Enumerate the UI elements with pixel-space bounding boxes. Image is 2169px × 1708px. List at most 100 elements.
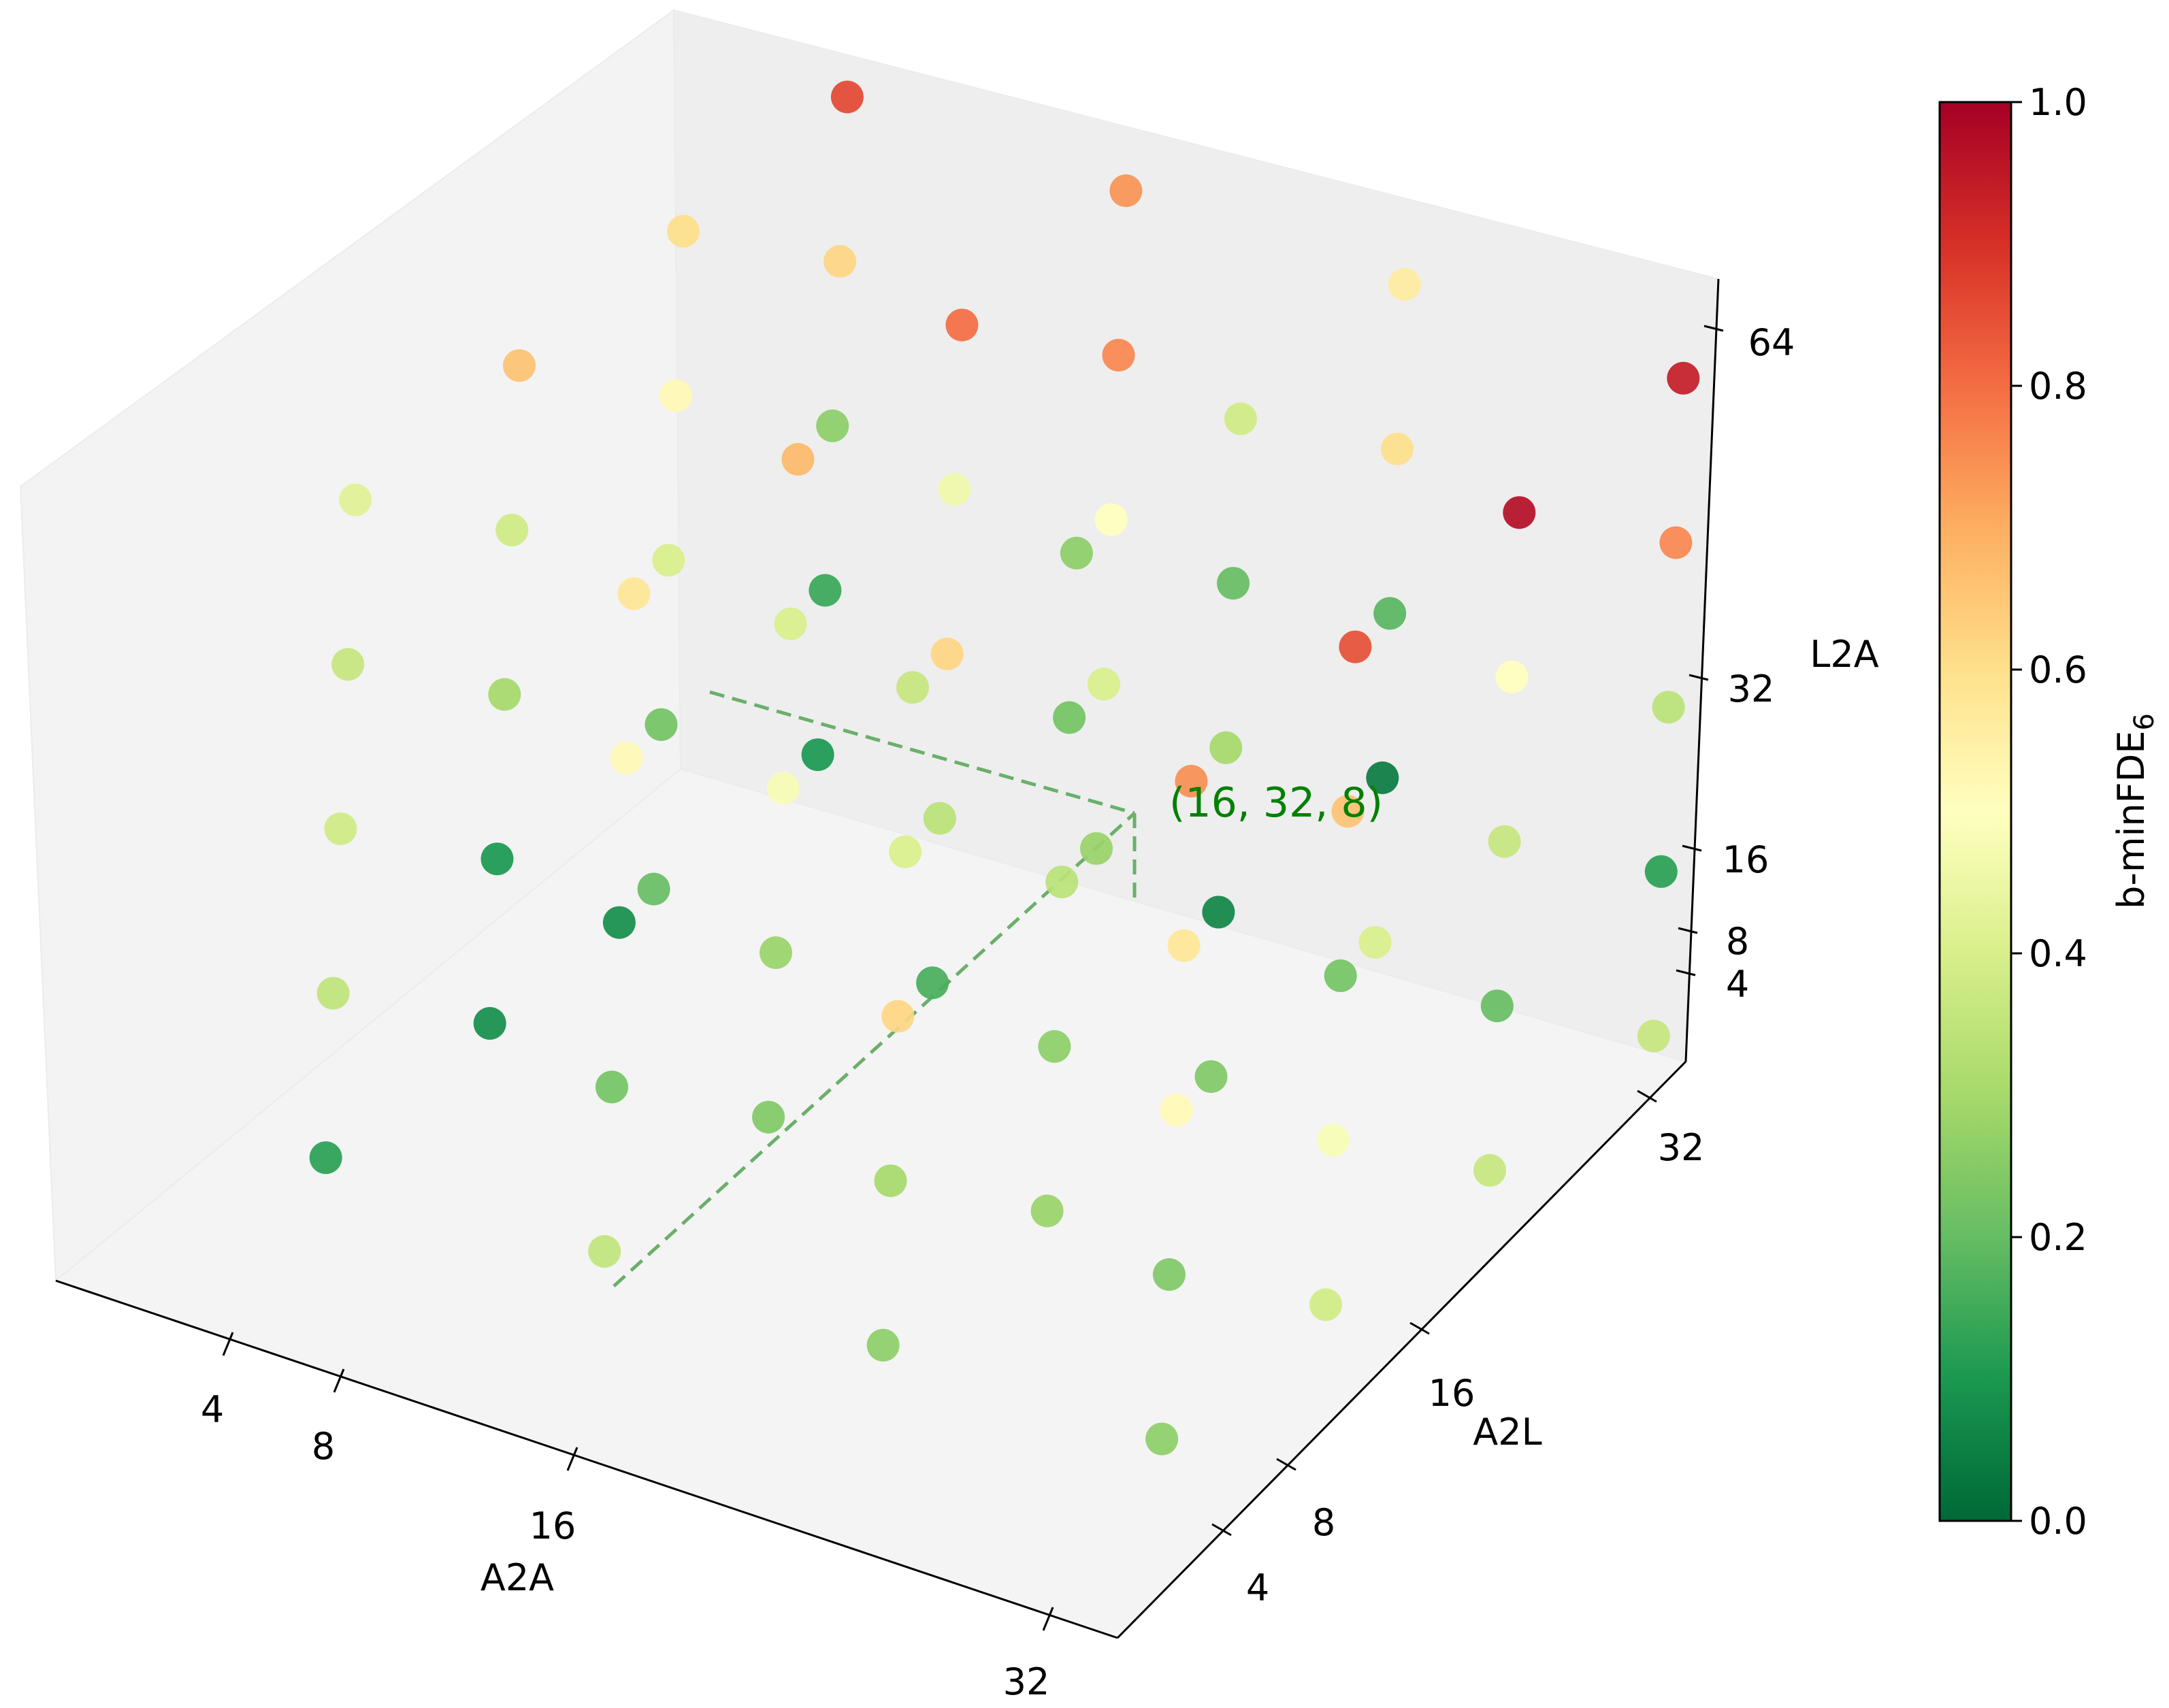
z-tick-32: 32 xyxy=(1689,668,1774,710)
scatter-point xyxy=(945,308,979,342)
z-tick-label: 32 xyxy=(1728,668,1775,710)
scatter-point xyxy=(1175,765,1208,798)
scatter-point xyxy=(637,872,670,906)
scatter-point xyxy=(610,742,643,774)
scatter-point xyxy=(874,1164,907,1198)
z-tick-64: 64 xyxy=(1703,321,1795,364)
scatter-point xyxy=(488,678,521,711)
scatter-point xyxy=(1160,1094,1193,1127)
scatter-point xyxy=(1217,567,1250,600)
colorbar-label-text: b-minFDE xyxy=(2110,731,2153,909)
y-tick-label: 16 xyxy=(1429,1372,1475,1415)
scatter-point xyxy=(1495,660,1529,693)
scatter-point xyxy=(1637,1019,1670,1053)
scatter-point xyxy=(801,738,834,772)
scatter-point xyxy=(866,1328,900,1362)
scatter-point xyxy=(309,1141,342,1175)
scatter-point xyxy=(1652,691,1685,724)
scatter-point xyxy=(930,638,964,670)
scatter-point xyxy=(752,1100,785,1134)
scatter-point xyxy=(1388,268,1421,301)
scatter-point xyxy=(596,1070,628,1104)
colorbar: 0.0 0.2 0.4 0.6 0.8 1.0 b-minFDE6 xyxy=(1938,81,2160,1543)
scatter-point xyxy=(473,1006,506,1040)
z-tick-label: 4 xyxy=(1726,963,1749,1006)
scatter-point xyxy=(938,473,971,506)
y-tick-8: 8 xyxy=(1276,1458,1335,1544)
x-tick-label: 4 xyxy=(201,1388,224,1431)
scatter-point xyxy=(1644,855,1678,888)
scatter-point xyxy=(645,708,678,741)
x-tick-mark xyxy=(1042,1607,1054,1631)
scatter-point xyxy=(1667,361,1700,395)
scatter-point xyxy=(1331,795,1365,828)
guide-line-a2a xyxy=(709,690,1135,815)
scatter-point xyxy=(830,80,864,114)
z-tick-label: 64 xyxy=(1748,321,1795,364)
scatter-point xyxy=(324,812,357,845)
y-axis-line xyxy=(1116,1060,1687,1639)
scatter-point xyxy=(809,574,842,607)
axis-panes xyxy=(19,9,1720,1639)
y-tick-16: 16 xyxy=(1409,1321,1475,1415)
scatter-point xyxy=(1053,701,1086,734)
x-axis-title: A2A xyxy=(480,1556,554,1599)
y-tick-mark xyxy=(1276,1458,1296,1471)
y-tick-label: 4 xyxy=(1246,1566,1269,1609)
z-axis-title: L2A xyxy=(1810,633,1878,676)
y-tick-label: 32 xyxy=(1658,1126,1705,1169)
scatter-point xyxy=(1087,668,1120,701)
scatter-point xyxy=(881,1000,915,1033)
scatter-point xyxy=(495,513,529,546)
z-tick-mark xyxy=(1682,844,1702,852)
axis-ticks: 4 8 16 32 4 8 16 32 xyxy=(201,321,1795,1703)
scatter-point xyxy=(1659,526,1693,559)
scatter-point xyxy=(503,349,536,382)
scatter-point xyxy=(1194,1060,1228,1094)
y-tick-mark xyxy=(1637,1089,1657,1103)
scatter-point xyxy=(1503,496,1536,529)
z-tick-mark xyxy=(1678,927,1698,934)
scatter-point xyxy=(1488,825,1521,858)
scatter-point xyxy=(781,443,815,476)
z-tick-label: 16 xyxy=(1723,838,1770,881)
scatter-point xyxy=(1373,597,1407,630)
scatter-point xyxy=(1038,1030,1071,1063)
colorbar-tick-label: 1.0 xyxy=(2029,81,2087,124)
scatter-point xyxy=(1381,432,1414,465)
scatter-point xyxy=(1339,630,1372,663)
x-tick-label: 32 xyxy=(1003,1660,1050,1703)
x-tick-mark xyxy=(333,1368,345,1393)
scatter-point xyxy=(896,671,929,704)
guide-line-a2l xyxy=(613,812,1136,1287)
scatter-point xyxy=(652,544,685,577)
x-tick-8: 8 xyxy=(312,1368,345,1468)
colorbar-tick-label: 0.8 xyxy=(2029,365,2087,408)
scatter-point xyxy=(774,607,807,640)
x-tick-label: 8 xyxy=(312,1425,335,1468)
scatter-point xyxy=(331,648,365,681)
scatter-point xyxy=(617,577,651,610)
x-axis-line xyxy=(55,1279,1118,1639)
scatter-point xyxy=(1209,731,1243,764)
colorbar-gradient xyxy=(1938,101,2012,1522)
y-tick-label: 8 xyxy=(1312,1501,1335,1544)
scatter-point xyxy=(823,245,857,278)
colorbar-tick-label: 0.6 xyxy=(2029,648,2087,691)
x-tick-mark xyxy=(566,1447,578,1471)
z-tick-16: 16 xyxy=(1682,838,1769,881)
scatter-point xyxy=(1366,761,1399,794)
y-tick-32: 32 xyxy=(1637,1089,1705,1169)
scatter-point xyxy=(1316,1123,1350,1157)
scatter-point xyxy=(1094,503,1128,536)
scatter-point xyxy=(1152,1258,1186,1291)
colorbar-label-subscript: 6 xyxy=(2129,713,2160,730)
scatter-point xyxy=(1324,959,1357,992)
z-tick-mark xyxy=(1689,674,1709,681)
scatter-point xyxy=(659,379,693,412)
x-tick-label: 16 xyxy=(529,1505,576,1547)
scatter-point xyxy=(1030,1194,1064,1228)
z-tick-label: 8 xyxy=(1726,920,1749,963)
colorbar-tick-label: 0.2 xyxy=(2029,1216,2087,1259)
scatter-point xyxy=(889,835,922,868)
